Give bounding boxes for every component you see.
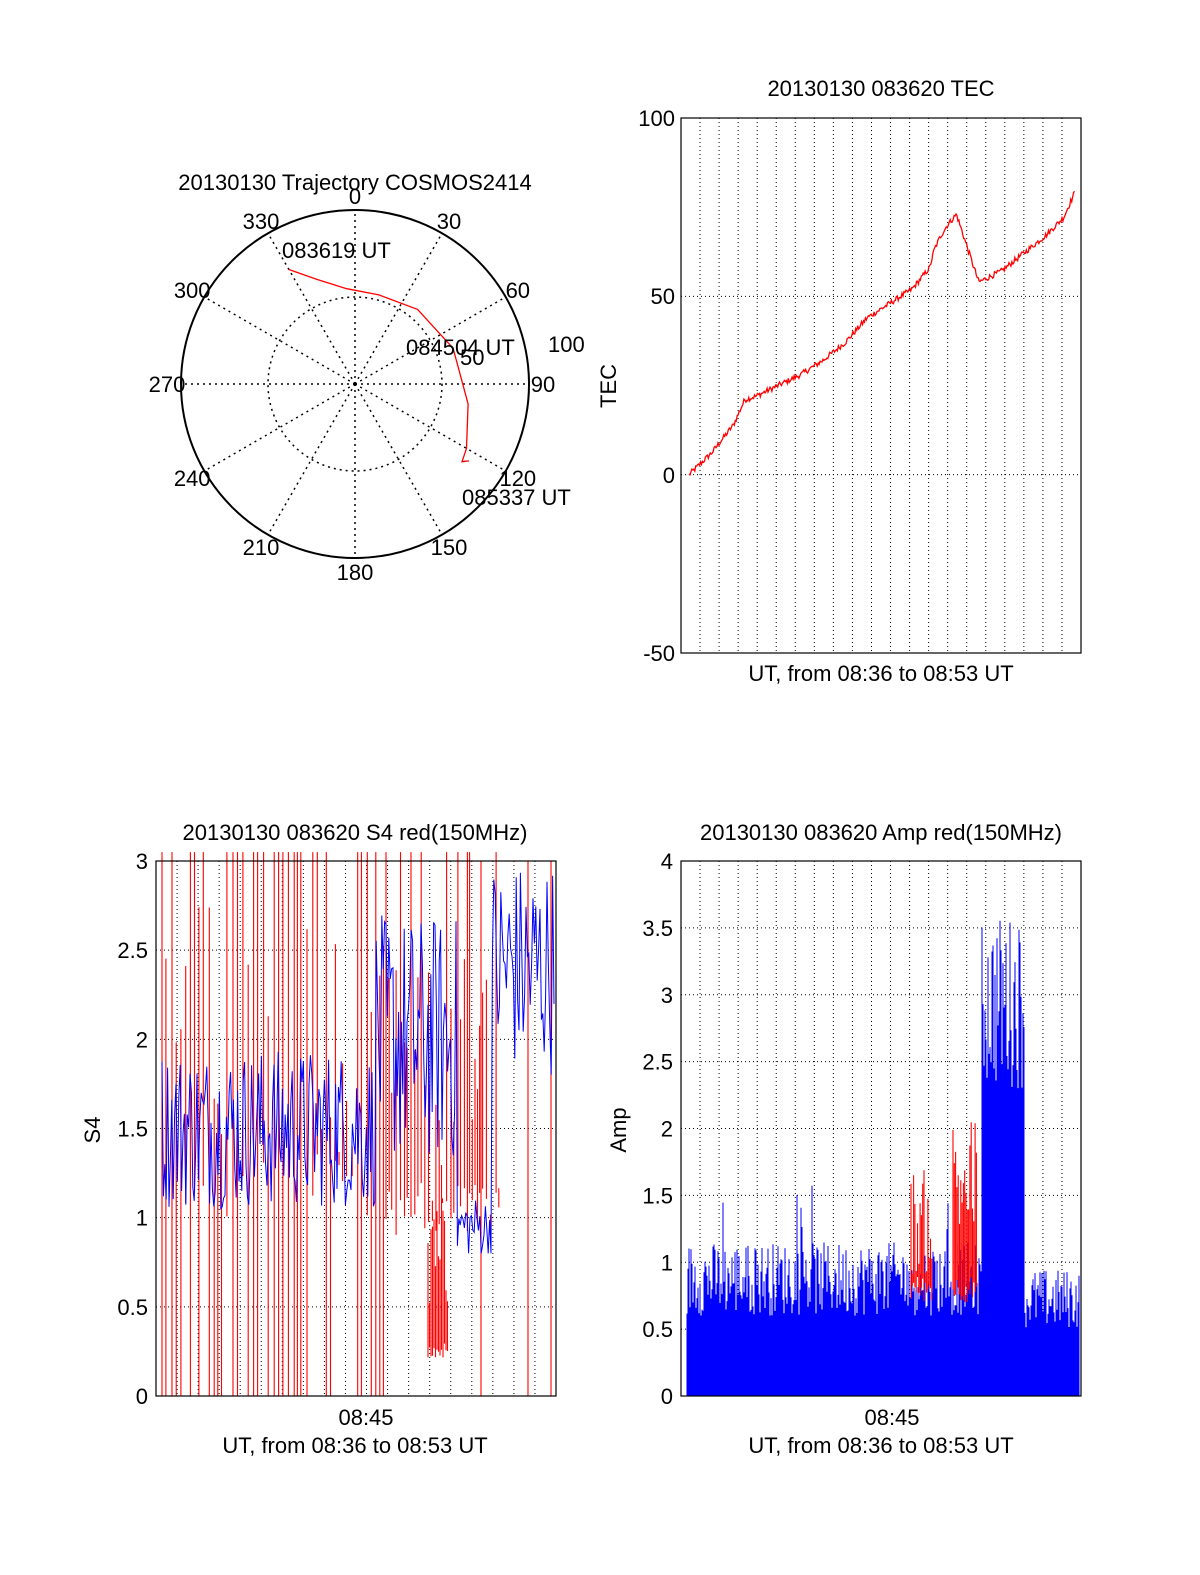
polar-title: 20130130 Trajectory COSMOS2414 (178, 170, 531, 195)
polar-angle-label: 120 (499, 466, 536, 491)
s4-ylabel: S4 (80, 1117, 105, 1144)
s4-ytick: 2.5 (117, 938, 148, 963)
tec-ytick-100: 100 (638, 106, 675, 131)
amp-ytick: 4 (661, 849, 673, 874)
amp-ytick: 2.5 (642, 1050, 673, 1075)
tec-ytick-0: 0 (663, 463, 675, 488)
s4-ytick: 0 (136, 1384, 148, 1409)
polar-angle-label: 30 (437, 209, 461, 234)
tec-ytick-50: 50 (651, 284, 675, 309)
polar-spoke (354, 232, 443, 385)
polar-outer-circle (180, 209, 530, 559)
tec-ytick-neg50: -50 (643, 641, 675, 666)
polar-angle-label: 210 (243, 535, 280, 560)
tec-title: 20130130 083620 TEC (767, 76, 994, 101)
s4-ytick: 1 (136, 1206, 148, 1231)
polar-spoke (203, 383, 356, 472)
amp-blue-series (686, 920, 1080, 1396)
amp-ytick: 0 (661, 1384, 673, 1409)
polar-angle-label: 90 (531, 372, 555, 397)
polar-angle-label: 180 (337, 560, 374, 585)
polar-spokes (181, 210, 529, 558)
polar-annotation-mid: 084504 UT (406, 335, 515, 360)
polar-spoke (267, 232, 356, 385)
polar-angle-label: 0 (349, 184, 361, 209)
polar-angle-label: 240 (174, 466, 211, 491)
polar-angle-label: 330 (243, 209, 280, 234)
polar-angle-labels: 0 30 60 90 120 150 180 210 240 270 300 330 (149, 184, 556, 585)
polar-spoke (267, 383, 356, 536)
amp-ytick: 0.5 (642, 1317, 673, 1342)
amp-blue-bars (686, 920, 1080, 1396)
amp-ylabel: Amp (606, 1107, 631, 1152)
s4-blue-series (161, 872, 555, 1254)
tec-panel: 20130130 083620 TEC 100 50 0 -50 TEC UT,… (596, 76, 1082, 686)
amp-title: 20130130 083620 Amp red(150MHz) (700, 820, 1062, 845)
amp-ytick: 2 (661, 1117, 673, 1142)
amp-red-series (910, 1122, 977, 1303)
tec-grid (681, 118, 1081, 653)
s4-yticks: 3 2.5 2 1.5 1 0.5 0 (117, 849, 148, 1409)
polar-angle-label: 270 (149, 372, 186, 397)
polar-annotation-end: 085337 UT (462, 485, 571, 510)
s4-ytick: 2 (136, 1027, 148, 1052)
polar-track-line (288, 268, 470, 463)
polar-spoke (203, 296, 356, 385)
polar-radial-tick-100: 100 (548, 332, 585, 357)
polar-trajectory-panel: 20130130 Trajectory COSMOS2414 0 30 60 90 12… (149, 170, 585, 585)
amp-ytick: 3.5 (642, 916, 673, 941)
polar-annotation-start: 083619 UT (282, 238, 391, 263)
tec-series-line (688, 190, 1076, 477)
amp-panel: 20130130 083620 Amp red(150MHz) 4 3.5 3 2.5… (606, 820, 1082, 1458)
s4-title: 20130130 083620 S4 red(150MHz) (183, 820, 528, 845)
s4-plot-frame (155, 860, 557, 1397)
amp-xlabel: UT, from 08:36 to 08:53 UT (748, 1433, 1013, 1458)
polar-spoke (354, 296, 507, 385)
polar-radial-tick-50: 50 (460, 345, 484, 370)
amp-yticks: 4 3.5 3 2.5 2 1.5 1 0.5 0 (642, 849, 673, 1409)
polar-spoke (354, 383, 443, 536)
polar-angle-label: 60 (506, 278, 530, 303)
amp-red-bars (910, 1122, 977, 1303)
s4-xlabel: UT, from 08:36 to 08:53 UT (222, 1433, 487, 1458)
polar-spoke (354, 383, 507, 472)
amp-xtick-0845: 08:45 (864, 1405, 919, 1430)
tec-ylabel: TEC (596, 364, 621, 408)
tec-plot-frame (680, 117, 1082, 654)
s4-ytick: 3 (136, 849, 148, 874)
s4-panel: 20130130 083620 S4 red(150MHz) 3 2.5 2 1.5 1… (80, 820, 557, 1458)
polar-angle-label: 150 (431, 535, 468, 560)
amp-ytick: 1.5 (642, 1183, 673, 1208)
s4-ytick: 1.5 (117, 1117, 148, 1142)
tec-xlabel: UT, from 08:36 to 08:53 UT (748, 661, 1013, 686)
s4-xtick-0845: 08:45 (338, 1405, 393, 1430)
amp-ytick: 3 (661, 983, 673, 1008)
s4-blue-line (161, 872, 555, 1254)
polar-inner-circle (267, 296, 443, 472)
amp-ytick: 1 (661, 1250, 673, 1275)
s4-ytick: 0.5 (117, 1295, 148, 1320)
polar-angle-label: 300 (174, 278, 211, 303)
amp-plot-frame (680, 860, 1082, 1397)
